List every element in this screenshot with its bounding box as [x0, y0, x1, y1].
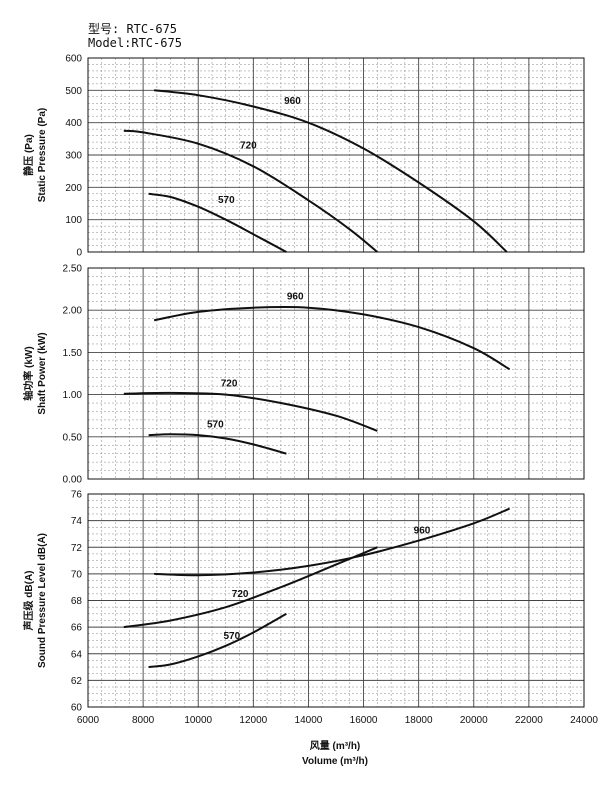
x-tick-label: 18000 — [405, 715, 433, 726]
x-tick-label: 12000 — [239, 715, 267, 726]
x-tick-label: 16000 — [350, 715, 378, 726]
y-tick-label: 70 — [71, 569, 83, 580]
chart-panel-1: 0 100 200 300 400 500 600 静压 (Pa) Static Pressur… — [22, 54, 585, 259]
y-tick-label: 100 — [65, 215, 82, 226]
plot-frame — [87, 57, 585, 253]
y-tick-label: 64 — [71, 649, 83, 660]
y-tick-label: 76 — [71, 490, 83, 501]
curve-label-570: 570 — [224, 631, 241, 642]
x-axis-label-cn: 风量 (m³/h) — [310, 739, 361, 752]
curve-720-rpm — [123, 129, 378, 253]
curve-570-rpm — [148, 192, 287, 253]
y-tick-label: 1.00 — [63, 390, 83, 401]
x-tick-label: 14000 — [295, 715, 323, 726]
curve-label-960: 960 — [287, 292, 304, 303]
x-tick-label: 22000 — [515, 715, 543, 726]
y-tick-label: 1.50 — [63, 348, 83, 359]
y-tick-label: 2.00 — [63, 306, 83, 317]
curve-720-rpm — [123, 546, 378, 629]
y-tick-label: 66 — [71, 623, 83, 634]
curve-570-rpm — [148, 433, 287, 455]
x-tick-label: 6000 — [77, 715, 100, 726]
y-tick-label: 62 — [71, 676, 83, 687]
x-tick-label: 20000 — [460, 715, 488, 726]
curve-960-rpm — [154, 507, 510, 577]
y-tick-label: 0 — [76, 248, 82, 259]
y-axis-label-cn: 声压级 dB(A) — [22, 571, 35, 632]
y-axis-label-en: Shaft Power (kW) — [37, 332, 48, 414]
y-tick-label: 0.50 — [63, 432, 83, 443]
y-axis-label-en: Static Pressure (Pa) — [37, 108, 48, 203]
chart-panel-3: 60 62 64 66 68 70 72 74 76 声压级 dB(A) Sound Pressur… — [22, 490, 598, 768]
y-tick-label: 200 — [65, 183, 82, 194]
y-tick-label: 2.50 — [63, 264, 83, 275]
curve-960-rpm — [153, 89, 508, 253]
curve-label-960: 960 — [414, 526, 431, 537]
curve-label-720: 720 — [240, 140, 257, 151]
x-tick-label: 10000 — [184, 715, 212, 726]
chart-panel-2: 0.00 0.50 1.00 1.50 2.00 2.50 轴功率 (kW) Shaft Po… — [22, 264, 585, 486]
x-tick-label: 8000 — [132, 715, 155, 726]
y-tick-label: 68 — [71, 596, 83, 607]
curve-label-720: 720 — [221, 378, 238, 389]
y-tick-label: 72 — [71, 543, 83, 554]
y-tick-label: 300 — [65, 151, 82, 162]
model-label-cn: 型号: RTC-675 — [88, 22, 178, 36]
y-axis-label-cn: 轴功率 (kW) — [22, 346, 35, 400]
plot-frame — [87, 267, 585, 480]
model-label-en: Model:RTC-675 — [88, 36, 182, 50]
y-tick-label: 600 — [65, 54, 82, 65]
curve-label-570: 570 — [218, 195, 235, 206]
curve-label-720: 720 — [232, 589, 249, 600]
curve-570-rpm — [148, 612, 287, 669]
x-tick-label: 24000 — [570, 715, 598, 726]
curve-label-570: 570 — [207, 419, 224, 430]
plot-frame — [87, 493, 585, 708]
y-axis-label-cn: 静压 (Pa) — [22, 134, 35, 176]
x-axis-label-en: Volume (m³/h) — [302, 756, 368, 767]
y-axis-label-en: Sound Pressure Level dB(A) — [37, 533, 48, 668]
y-tick-label: 500 — [65, 86, 82, 97]
y-tick-label: 400 — [65, 118, 82, 129]
y-tick-label: 74 — [71, 516, 83, 527]
curve-label-960: 960 — [284, 96, 301, 107]
curve-720-rpm — [123, 391, 378, 432]
y-tick-label: 60 — [71, 703, 83, 714]
y-tick-label: 0.00 — [63, 475, 83, 486]
curve-960-rpm — [153, 305, 511, 371]
